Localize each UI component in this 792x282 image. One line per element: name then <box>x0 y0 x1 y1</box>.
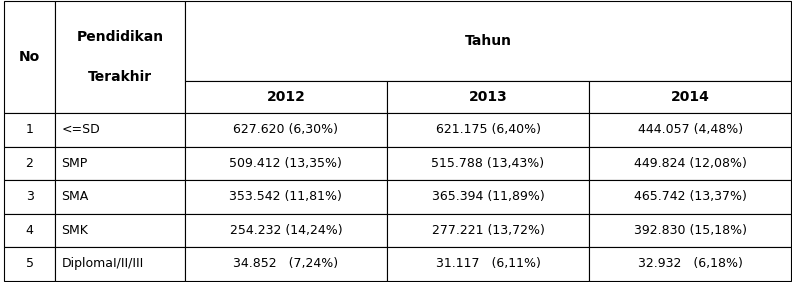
Bar <box>387 113 589 147</box>
Text: 254.232 (14,24%): 254.232 (14,24%) <box>230 224 342 237</box>
Text: 449.824 (12,08%): 449.824 (12,08%) <box>634 157 747 170</box>
Text: SMP: SMP <box>62 157 88 170</box>
Text: 277.221 (13,72%): 277.221 (13,72%) <box>432 224 544 237</box>
Text: 353.542 (11,81%): 353.542 (11,81%) <box>230 190 342 203</box>
Text: Pendidikan: Pendidikan <box>76 30 163 44</box>
Bar <box>185 247 387 281</box>
Text: 621.175 (6,40%): 621.175 (6,40%) <box>436 123 540 136</box>
Bar <box>589 247 791 281</box>
Bar <box>387 213 589 247</box>
Text: 2013: 2013 <box>469 90 508 104</box>
Bar <box>4 147 55 180</box>
Text: 31.117   (6,11%): 31.117 (6,11%) <box>436 257 540 270</box>
Bar <box>4 1 55 113</box>
Text: 365.394 (11,89%): 365.394 (11,89%) <box>432 190 544 203</box>
Bar <box>185 213 387 247</box>
Text: Tahun: Tahun <box>465 34 512 48</box>
Text: 515.788 (13,43%): 515.788 (13,43%) <box>432 157 545 170</box>
Text: 2012: 2012 <box>266 90 306 104</box>
Bar <box>387 180 589 213</box>
Bar <box>185 1 791 81</box>
Text: No: No <box>19 50 40 64</box>
Bar <box>387 247 589 281</box>
Bar <box>185 81 387 113</box>
Text: <=SD: <=SD <box>62 123 100 136</box>
Bar <box>185 113 387 147</box>
Text: SMK: SMK <box>62 224 88 237</box>
Text: 2: 2 <box>25 157 33 170</box>
Bar <box>55 213 185 247</box>
Bar <box>185 180 387 213</box>
Bar <box>55 180 185 213</box>
Bar <box>55 113 185 147</box>
Bar <box>589 213 791 247</box>
Text: 5: 5 <box>25 257 33 270</box>
Text: 509.412 (13,35%): 509.412 (13,35%) <box>230 157 342 170</box>
Bar <box>4 113 55 147</box>
Bar <box>4 247 55 281</box>
Bar <box>589 113 791 147</box>
Bar <box>4 180 55 213</box>
Text: 392.830 (15,18%): 392.830 (15,18%) <box>634 224 747 237</box>
Bar <box>589 81 791 113</box>
Text: 32.932   (6,18%): 32.932 (6,18%) <box>638 257 743 270</box>
Text: 34.852   (7,24%): 34.852 (7,24%) <box>234 257 338 270</box>
Text: 3: 3 <box>25 190 33 203</box>
Bar <box>4 213 55 247</box>
Bar <box>589 147 791 180</box>
Bar <box>185 147 387 180</box>
Text: Terakhir: Terakhir <box>88 70 152 84</box>
Bar <box>55 247 185 281</box>
Bar <box>55 1 185 113</box>
Text: SMA: SMA <box>62 190 89 203</box>
Text: 1: 1 <box>25 123 33 136</box>
Bar <box>387 81 589 113</box>
Text: DiplomaI/II/III: DiplomaI/II/III <box>62 257 143 270</box>
Bar <box>589 180 791 213</box>
Text: 444.057 (4,48%): 444.057 (4,48%) <box>638 123 743 136</box>
Text: 4: 4 <box>25 224 33 237</box>
Bar <box>55 147 185 180</box>
Bar <box>387 147 589 180</box>
Text: 2014: 2014 <box>671 90 710 104</box>
Text: 465.742 (13,37%): 465.742 (13,37%) <box>634 190 747 203</box>
Text: 627.620 (6,30%): 627.620 (6,30%) <box>234 123 338 136</box>
